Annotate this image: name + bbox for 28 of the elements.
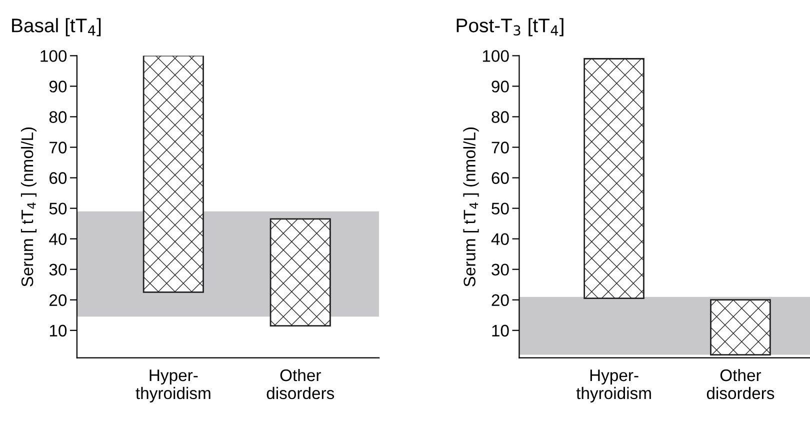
y-tick-label: 50	[492, 202, 509, 215]
y-axis-title: Serum [ tT$_{4}$ ] (nmol/L)	[20, 127, 37, 287]
x-tick-label: Other disorders	[706, 368, 774, 400]
y-tick-label: 90	[492, 80, 509, 92]
y-tick-label: 50	[49, 202, 67, 215]
y-tick-label: 70	[492, 142, 509, 154]
y-tick-label: 100	[40, 50, 67, 62]
y-tick-label: 70	[50, 142, 67, 154]
chart-title: Basal [tT$_{4}$]	[12, 18, 101, 36]
y-tick-label: 30	[492, 264, 509, 276]
y-tick-label: 10	[50, 324, 67, 337]
x-tick-label: Other disorders	[266, 368, 334, 400]
y-tick-label: 20	[492, 294, 509, 306]
y-tick-label: 80	[49, 111, 67, 123]
x-tick-label: Hyper- thyroidism	[576, 370, 651, 402]
y-tick-label: 80	[492, 111, 509, 123]
y-tick-label: 60	[50, 172, 67, 184]
y-tick-label: 40	[49, 233, 67, 246]
y-tick-label: 40	[491, 233, 509, 246]
y-axis-title: Serum [ tT$_{4}$ ] (nmol/L)	[463, 127, 479, 287]
y-tick-label: 30	[49, 264, 67, 276]
y-tick-label: 90	[49, 80, 67, 92]
y-tick-label: 100	[482, 50, 509, 62]
chart-title: Post-T$_{3}$ [tT$_{4}$]	[456, 18, 564, 36]
y-tick-label: 20	[50, 294, 67, 306]
x-tick-label: Hyper- thyroidism	[136, 370, 210, 402]
y-tick-label: 60	[492, 172, 509, 184]
y-tick-label: 10	[492, 324, 509, 337]
